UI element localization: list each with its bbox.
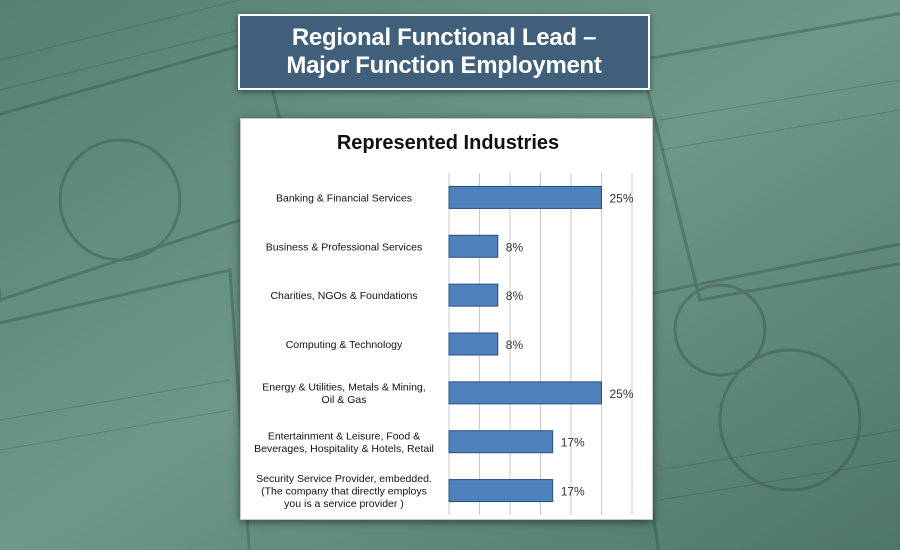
value-label: 25%	[610, 387, 634, 401]
value-label: 17%	[561, 485, 585, 499]
value-label: 8%	[506, 289, 524, 303]
bar-2	[448, 283, 499, 307]
value-label: 17%	[561, 436, 585, 450]
category-label: (The company that directly employs	[261, 486, 427, 498]
bar-4	[448, 381, 602, 405]
category-label: Oil & Gas	[322, 394, 367, 406]
title-line-2: Major Function Employment	[286, 52, 602, 79]
value-label: 8%	[506, 338, 524, 352]
category-label: Beverages, Hospitality & Hotels, Retail	[254, 443, 434, 455]
category-label: you is a service provider )	[284, 498, 404, 510]
value-label: 25%	[610, 191, 634, 205]
page-title-banner: Regional Functional Lead – Major Functio…	[238, 14, 650, 90]
category-label: Business & Professional Services	[266, 241, 422, 253]
category-label: Banking & Financial Services	[276, 192, 412, 204]
category-label: Energy & Utilities, Metals & Mining,	[262, 382, 425, 394]
chart-title: Represented Industries	[337, 132, 559, 154]
value-labels: 25% 8% 8% 8% 25% 17% 17%	[506, 191, 634, 498]
category-labels: Banking & Financial Services Business & P…	[254, 192, 434, 510]
bar-0	[448, 185, 602, 209]
category-label: Security Service Provider, embedded.	[256, 473, 432, 485]
bars	[448, 185, 602, 503]
bar-1	[448, 234, 499, 258]
category-label: Entertainment & Leisure, Food &	[268, 430, 420, 442]
category-label: Computing & Technology	[286, 339, 403, 351]
bar-6	[448, 479, 554, 503]
title-line-1: Regional Functional Lead –	[291, 24, 597, 51]
category-label: Charities, NGOs & Foundations	[270, 290, 417, 302]
bar-3	[448, 332, 499, 356]
bar-chart: Represented Industries Banking & Financi…	[254, 132, 634, 515]
chart-panel: Represented Industries Banking & Financi…	[240, 118, 653, 520]
bar-5	[448, 430, 554, 454]
value-label: 8%	[506, 240, 524, 254]
